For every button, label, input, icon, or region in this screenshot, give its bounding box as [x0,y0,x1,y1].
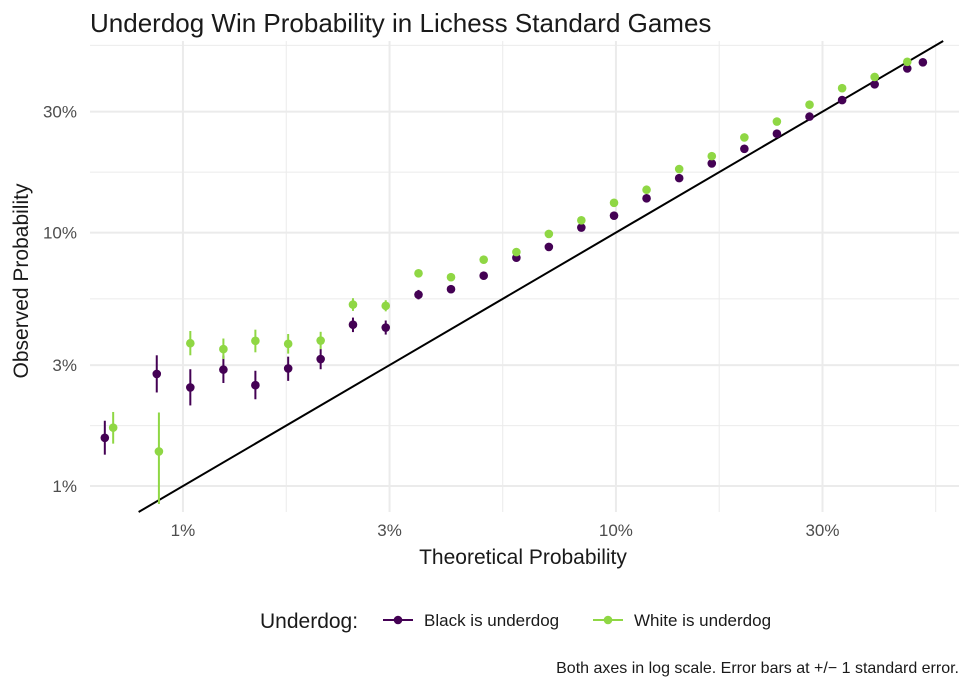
data-point-white [381,301,391,311]
legend-key-dot-white [603,615,613,625]
data-point-black [186,383,195,392]
data-point-white [512,247,521,257]
data-point-white [186,338,195,348]
x-tick-label: 10% [599,521,633,540]
data-point-black [414,290,423,299]
data-points [100,57,928,504]
data-point-white [609,198,619,208]
data-point-white [283,339,293,349]
data-point-black [283,364,293,373]
data-point-black [316,354,325,364]
data-point-black [219,365,228,374]
chart-caption: Both axes in log scale. Error bars at +/… [556,660,959,677]
data-point-black [837,95,847,105]
x-tick-label: 3% [377,521,402,540]
data-point-black [100,433,110,443]
data-point-black [381,323,391,332]
data-point-white [544,229,554,239]
x-tick-label: 1% [171,521,196,540]
data-point-white [805,100,814,110]
data-point-black [772,129,782,139]
legend-label-black: Black is underdog [424,611,559,630]
legend-key-dot-black [393,615,403,625]
data-point-black [740,144,749,154]
data-point-white [316,336,325,345]
data-point-black [805,112,814,121]
legend: Underdog: Black is underdog White is und… [260,610,771,633]
y-tick-label: 30% [43,103,77,122]
data-point-black [642,194,651,203]
data-point-black [707,159,717,168]
data-point-black [902,64,912,73]
data-point-white [902,57,912,67]
chart-title: Underdog Win Probability in Lichess Stan… [90,8,711,38]
data-point-black [870,80,879,89]
data-point-white [674,164,684,174]
data-point-white [772,117,782,126]
data-point-black [348,320,358,330]
data-point-white [414,268,423,278]
data-point-white [446,272,456,282]
data-point-black [918,58,928,67]
data-point-black [251,380,260,390]
x-axis-title: Theoretical Probability [419,546,627,569]
data-point-white [707,151,717,161]
x-tick-label: 30% [805,521,839,540]
legend-label-white: White is underdog [634,611,771,630]
data-point-white [108,423,118,432]
data-point-black [577,223,586,232]
data-point-white [219,344,228,354]
data-point-white [577,216,586,225]
data-point-black [544,242,554,252]
y-tick-label: 10% [43,224,77,243]
data-point-white [740,133,749,142]
data-point-black [609,211,619,220]
data-point-black [479,271,488,280]
data-point-white [479,255,488,264]
data-point-black [152,369,162,379]
y-tick-label: 3% [52,356,77,375]
data-point-white [154,447,164,456]
y-axis-title: Observed Probability [10,183,33,378]
data-point-white [348,300,358,309]
axis-tick-labels: 1% 3% 10% 30% 1% 3% 10% 30% [43,103,840,540]
data-point-black [446,284,456,294]
data-point-white [870,72,879,82]
data-point-black [674,173,684,183]
gridlines [90,41,959,512]
legend-title: Underdog: [260,610,358,633]
data-point-white [251,336,260,346]
data-point-white [837,83,847,93]
data-point-white [642,185,651,195]
y-tick-label: 1% [52,477,77,496]
